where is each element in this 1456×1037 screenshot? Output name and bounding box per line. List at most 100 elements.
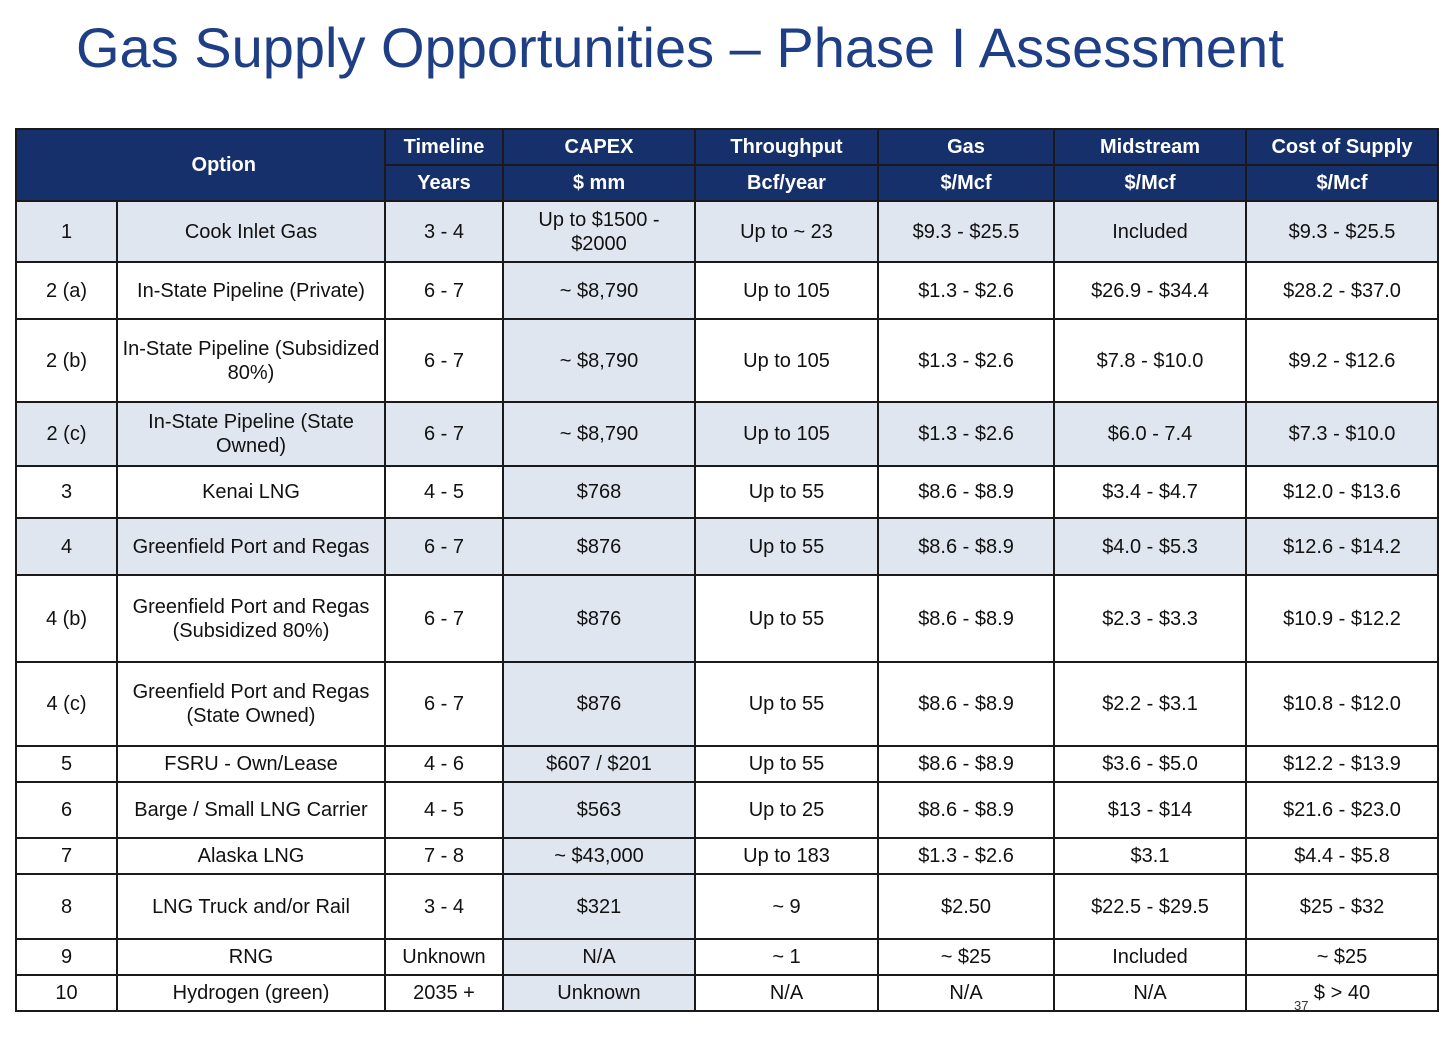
row-capex: $876 bbox=[502, 574, 696, 663]
row-number: 4 (c) bbox=[15, 661, 118, 747]
row-midstream: $3.4 - $4.7 bbox=[1053, 465, 1247, 519]
row-midstream: $7.8 - $10.0 bbox=[1053, 318, 1247, 403]
table-row: 10 Hydrogen (green) 2035 + Unknown N/A N… bbox=[15, 974, 1439, 1012]
row-throughput: Up to 55 bbox=[694, 745, 879, 783]
row-timeline: 4 - 6 bbox=[384, 745, 504, 783]
table-row: 2 (c) In-State Pipeline (State Owned) 6 … bbox=[15, 401, 1439, 467]
row-throughput: Up to 105 bbox=[694, 401, 879, 467]
header-timeline: Timeline bbox=[384, 128, 504, 166]
row-midstream: $22.5 - $29.5 bbox=[1053, 873, 1247, 940]
row-midstream: $6.0 - 7.4 bbox=[1053, 401, 1247, 467]
row-cost-of-supply: $9.2 - $12.6 bbox=[1245, 318, 1439, 403]
row-number: 2 (a) bbox=[15, 261, 118, 320]
row-number: 10 bbox=[15, 974, 118, 1012]
row-option: Hydrogen (green) bbox=[116, 974, 386, 1012]
row-cost-of-supply: $28.2 - $37.0 bbox=[1245, 261, 1439, 320]
table-row: 4 (c) Greenfield Port and Regas (State O… bbox=[15, 661, 1439, 747]
row-cost-of-supply: $7.3 - $10.0 bbox=[1245, 401, 1439, 467]
header-row-top: Option Timeline CAPEX Throughput Gas Mid… bbox=[15, 128, 1439, 202]
row-timeline: 6 - 7 bbox=[384, 318, 504, 403]
row-cost-of-supply: $4.4 - $5.8 bbox=[1245, 837, 1439, 875]
row-throughput: Up to 55 bbox=[694, 465, 879, 519]
row-throughput: Up to 25 bbox=[694, 781, 879, 839]
row-timeline: 7 - 8 bbox=[384, 837, 504, 875]
header-option: Option bbox=[62, 128, 386, 202]
row-number: 1 bbox=[15, 200, 118, 263]
row-midstream: Included bbox=[1053, 938, 1247, 976]
row-gas: $8.6 - $8.9 bbox=[877, 781, 1055, 839]
header-timeline-unit: Years bbox=[384, 164, 504, 202]
row-gas: $8.6 - $8.9 bbox=[877, 745, 1055, 783]
row-timeline: 4 - 5 bbox=[384, 465, 504, 519]
row-midstream: Included bbox=[1053, 200, 1247, 263]
table-row: 5 FSRU - Own/Lease 4 - 6 $607 / $201 Up … bbox=[15, 745, 1439, 783]
table-row: 1 Cook Inlet Gas 3 - 4 Up to $1500 - $20… bbox=[15, 200, 1439, 263]
row-cost-of-supply: $10.9 - $12.2 bbox=[1245, 574, 1439, 663]
row-number: 4 bbox=[15, 517, 118, 576]
row-option: Greenfield Port and Regas bbox=[116, 517, 386, 576]
row-throughput: Up to ~ 23 bbox=[694, 200, 879, 263]
row-capex: $876 bbox=[502, 517, 696, 576]
header-capex: CAPEX bbox=[502, 128, 696, 166]
row-number: 2 (c) bbox=[15, 401, 118, 467]
header-midstream-unit: $/Mcf bbox=[1053, 164, 1247, 202]
row-capex: Up to $1500 - $2000 bbox=[502, 200, 696, 263]
header-row-units: Years $ mm Bcf/year $/Mcf $/Mcf $/Mcf bbox=[16, 164, 1439, 202]
table-row: 8 LNG Truck and/or Rail 3 - 4 $321 ~ 9 $… bbox=[15, 873, 1439, 940]
header-gas: Gas bbox=[877, 128, 1055, 166]
row-cost-of-supply: $10.8 - $12.0 bbox=[1245, 661, 1439, 747]
row-capex: $563 bbox=[502, 781, 696, 839]
gas-supply-table: Option Timeline CAPEX Throughput Gas Mid… bbox=[15, 128, 1439, 1012]
header-cost-of-supply: Cost of Supply bbox=[1245, 128, 1439, 166]
row-timeline: 6 - 7 bbox=[384, 517, 504, 576]
table-row: 3 Kenai LNG 4 - 5 $768 Up to 55 $8.6 - $… bbox=[15, 465, 1439, 519]
row-capex: N/A bbox=[502, 938, 696, 976]
row-timeline: 6 - 7 bbox=[384, 401, 504, 467]
row-option: In-State Pipeline (Private) bbox=[116, 261, 386, 320]
table-row: 7 Alaska LNG 7 - 8 ~ $43,000 Up to 183 $… bbox=[15, 837, 1439, 875]
row-throughput: Up to 183 bbox=[694, 837, 879, 875]
row-cost-of-supply: $9.3 - $25.5 bbox=[1245, 200, 1439, 263]
row-gas: $1.3 - $2.6 bbox=[877, 401, 1055, 467]
header-gas-unit: $/Mcf bbox=[877, 164, 1055, 202]
header-midstream: Midstream bbox=[1053, 128, 1247, 166]
row-number: 6 bbox=[15, 781, 118, 839]
row-midstream: $3.6 - $5.0 bbox=[1053, 745, 1247, 783]
row-number: 2 (b) bbox=[15, 318, 118, 403]
row-timeline: 2035 + bbox=[384, 974, 504, 1012]
page-number: 37 bbox=[1294, 998, 1309, 1013]
row-throughput: Up to 105 bbox=[694, 318, 879, 403]
row-cost-of-supply: $12.2 - $13.9 bbox=[1245, 745, 1439, 783]
row-option: Barge / Small LNG Carrier bbox=[116, 781, 386, 839]
row-option: Greenfield Port and Regas (Subsidized 80… bbox=[116, 574, 386, 663]
row-midstream: $2.3 - $3.3 bbox=[1053, 574, 1247, 663]
table-row: 6 Barge / Small LNG Carrier 4 - 5 $563 U… bbox=[15, 781, 1439, 839]
row-option: LNG Truck and/or Rail bbox=[116, 873, 386, 940]
header-throughput: Throughput bbox=[694, 128, 879, 166]
row-throughput: ~ 1 bbox=[694, 938, 879, 976]
row-gas: $1.3 - $2.6 bbox=[877, 318, 1055, 403]
row-throughput: ~ 9 bbox=[694, 873, 879, 940]
row-number: 8 bbox=[15, 873, 118, 940]
row-midstream: N/A bbox=[1053, 974, 1247, 1012]
row-cost-of-supply: ~ $25 bbox=[1245, 938, 1439, 976]
row-number: 7 bbox=[15, 837, 118, 875]
row-option: Kenai LNG bbox=[116, 465, 386, 519]
row-number: 3 bbox=[15, 465, 118, 519]
table-row: 2 (a) In-State Pipeline (Private) 6 - 7 … bbox=[15, 261, 1439, 320]
row-timeline: 3 - 4 bbox=[384, 873, 504, 940]
row-option: Greenfield Port and Regas (State Owned) bbox=[116, 661, 386, 747]
header-cost-of-supply-unit: $/Mcf bbox=[1245, 164, 1439, 202]
row-midstream: $26.9 - $34.4 bbox=[1053, 261, 1247, 320]
row-midstream: $4.0 - $5.3 bbox=[1053, 517, 1247, 576]
header-capex-unit: $ mm bbox=[502, 164, 696, 202]
row-throughput: N/A bbox=[694, 974, 879, 1012]
row-capex: ~ $8,790 bbox=[502, 401, 696, 467]
row-timeline: 6 - 7 bbox=[384, 574, 504, 663]
row-gas: N/A bbox=[877, 974, 1055, 1012]
header-throughput-unit: Bcf/year bbox=[694, 164, 879, 202]
table-row: 2 (b) In-State Pipeline (Subsidized 80%)… bbox=[15, 318, 1439, 403]
row-timeline: 6 - 7 bbox=[384, 261, 504, 320]
row-option: FSRU - Own/Lease bbox=[116, 745, 386, 783]
row-throughput: Up to 55 bbox=[694, 661, 879, 747]
